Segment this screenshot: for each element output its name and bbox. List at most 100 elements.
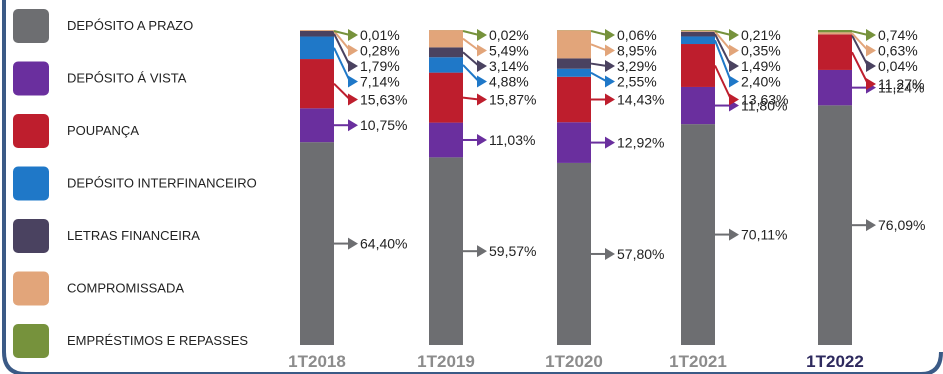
label-arrow-line bbox=[851, 34, 869, 67]
data-label-letras-financeira-1t2020: 3,29% bbox=[590, 58, 657, 74]
label-arrow-head bbox=[477, 133, 487, 146]
label-arrow-line bbox=[714, 33, 732, 67]
data-label-text: 10,75% bbox=[360, 117, 407, 133]
bar-segment-compromissada-1t2020 bbox=[557, 30, 591, 59]
data-label-poupanca-1t2020: 14,43% bbox=[591, 92, 664, 108]
data-label-deposito-a-vista-1t2020: 12,92% bbox=[591, 135, 664, 151]
label-arrow-line bbox=[590, 43, 608, 52]
label-arrow-head bbox=[605, 60, 615, 72]
label-arrow-head bbox=[477, 29, 487, 41]
bar-segment-deposito-a-prazo-1t2018 bbox=[300, 142, 334, 345]
label-arrow-line bbox=[851, 51, 869, 85]
label-arrow-head bbox=[477, 245, 487, 258]
data-label-text: 0,74% bbox=[878, 27, 918, 43]
bar-segment-letras-financeira-1t2018 bbox=[300, 30, 334, 37]
data-label-deposito-a-vista-1t2018: 10,75% bbox=[334, 117, 407, 133]
legend-item-deposito-a-vista: DEPÓSITO Á VISTA bbox=[13, 61, 187, 96]
legend-label: LETRAS FINANCEIRA bbox=[67, 228, 200, 243]
bar-segment-deposito-a-prazo-1t2020 bbox=[557, 162, 591, 345]
data-label-text: 59,57% bbox=[489, 243, 536, 259]
bar-segment-deposito-a-vista-1t2019 bbox=[429, 122, 463, 158]
label-arrow-head bbox=[729, 228, 739, 241]
label-arrow-line bbox=[851, 30, 869, 36]
data-label-text: 7,14% bbox=[360, 74, 400, 90]
bar-segment-letras-financeira-1t2020 bbox=[557, 58, 591, 69]
label-arrow-line bbox=[590, 71, 608, 83]
label-arrow-head bbox=[729, 29, 739, 41]
label-arrow-head bbox=[477, 75, 487, 88]
data-label-deposito-a-prazo-1t2018: 64,40% bbox=[334, 236, 407, 252]
data-label-text: 1,49% bbox=[741, 58, 781, 74]
legend-swatch bbox=[13, 114, 49, 148]
bar-segment-deposito-a-vista-1t2020 bbox=[557, 122, 591, 163]
label-arrow-head bbox=[605, 44, 615, 57]
bar-segment-deposito-a-prazo-1t2019 bbox=[429, 157, 463, 345]
bar-segment-letras-financeira-1t2021 bbox=[681, 31, 715, 37]
label-arrow-head bbox=[477, 93, 487, 106]
category-label-1t2022: 1T2022 bbox=[806, 352, 864, 371]
data-label-deposito-a-prazo-1t2022: 76,09% bbox=[852, 217, 925, 233]
label-arrow-head bbox=[605, 29, 615, 41]
bar-segment-emprestimos-e-repasses-1t2021 bbox=[681, 30, 715, 31]
data-label-text: 3,29% bbox=[617, 58, 657, 74]
legend-label: EMPRÉSTIMOS E REPASSES bbox=[67, 333, 248, 348]
x-axis-labels: 1T2018 1T2019 1T2020 1T2021 1T2022 bbox=[288, 352, 864, 371]
data-label-emprestimos-e-repasses-1t2018: 0,01% bbox=[333, 27, 400, 43]
legend-swatch bbox=[13, 271, 49, 306]
legend-swatch bbox=[13, 324, 49, 358]
label-arrow-line bbox=[462, 96, 480, 101]
data-label-deposito-interfinanceiro-1t2020: 2,55% bbox=[590, 71, 657, 90]
data-label-text: 0,01% bbox=[360, 27, 400, 43]
legend-swatch bbox=[13, 219, 49, 253]
data-label-text: 57,80% bbox=[617, 246, 664, 262]
bar-segment-emprestimos-e-repasses-1t2022 bbox=[818, 30, 852, 33]
data-labels: 64,40% 10,75% 15,63% 7,14%1,79%0,28%0,01% 59… bbox=[333, 27, 925, 262]
label-arrow-line bbox=[333, 33, 351, 67]
bar-segment-letras-financeira-1t2019 bbox=[429, 47, 463, 58]
data-label-deposito-a-vista-1t2019: 11,03% bbox=[463, 132, 535, 148]
label-arrow-head bbox=[348, 237, 358, 250]
label-arrow-line bbox=[462, 51, 480, 67]
data-label-emprestimos-e-repasses-1t2021: 0,21% bbox=[714, 27, 781, 43]
bar-segment-compromissada-1t2022 bbox=[818, 32, 852, 35]
data-label-letras-financeira-1t2019: 3,14% bbox=[462, 51, 529, 74]
label-arrow-line bbox=[333, 30, 351, 52]
legend: DEPÓSITO A PRAZO DEPÓSITO Á VISTA POUPANÇA… bbox=[13, 9, 257, 358]
label-arrow-line bbox=[714, 31, 732, 52]
label-arrow-head bbox=[729, 44, 739, 57]
label-arrow-line bbox=[851, 32, 869, 52]
data-label-text: 0,35% bbox=[741, 43, 781, 59]
legend-item-compromissada: COMPROMISSADA bbox=[13, 271, 184, 306]
label-arrow-line bbox=[333, 47, 351, 82]
data-label-text: 1,79% bbox=[360, 58, 400, 74]
label-arrow-line bbox=[462, 64, 480, 83]
label-arrow-line bbox=[333, 82, 351, 101]
data-label-deposito-interfinanceiro-1t2018: 7,14% bbox=[333, 47, 400, 90]
data-label-text: 0,04% bbox=[878, 58, 918, 74]
label-arrow-head bbox=[866, 29, 876, 41]
category-label-1t2020: 1T2020 bbox=[545, 352, 603, 371]
label-arrow-line bbox=[714, 39, 732, 82]
bar-segment-compromissada-1t2018 bbox=[300, 30, 334, 31]
data-label-poupanca-1t2018: 15,63% bbox=[333, 82, 407, 108]
bar-segment-deposito-interfinanceiro-1t2020 bbox=[557, 68, 591, 77]
label-arrow-line bbox=[462, 37, 480, 52]
bar-segment-poupanca-1t2021 bbox=[681, 44, 715, 87]
bar-segment-poupanca-1t2019 bbox=[429, 72, 463, 123]
category-label-1t2018: 1T2018 bbox=[288, 352, 346, 371]
data-label-deposito-interfinanceiro-1t2021: 2,40% bbox=[714, 39, 781, 90]
legend-label: POUPANÇA bbox=[67, 123, 139, 138]
data-label-text: 0,06% bbox=[617, 27, 657, 43]
label-arrow-head bbox=[477, 60, 487, 72]
data-label-text: 8,95% bbox=[617, 43, 657, 59]
bars bbox=[300, 30, 852, 346]
data-label-poupanca-1t2022: 11,27% bbox=[851, 51, 924, 92]
label-arrow-line bbox=[462, 30, 480, 36]
bar-segment-deposito-a-prazo-1t2022 bbox=[818, 105, 852, 345]
data-label-deposito-interfinanceiro-1t2019: 4,88% bbox=[462, 64, 529, 90]
bar-segment-deposito-interfinanceiro-1t2021 bbox=[681, 36, 715, 45]
data-label-text: 0,02% bbox=[489, 27, 529, 43]
label-arrow-line bbox=[590, 62, 608, 67]
data-label-text: 15,87% bbox=[489, 92, 536, 108]
